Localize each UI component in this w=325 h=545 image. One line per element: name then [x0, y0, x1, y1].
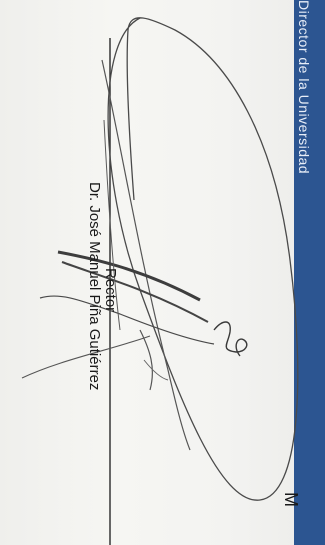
signatory-title: Rector: [102, 268, 119, 313]
corner-letter: M: [281, 492, 301, 507]
header-banner: [294, 0, 325, 545]
banner-text: Director de la Universidad: [296, 0, 312, 175]
signatory-name: Dr. José Manuel Piña Gutiérrez: [86, 182, 103, 391]
banner-text-container: Director de la Universidad: [294, 0, 325, 300]
